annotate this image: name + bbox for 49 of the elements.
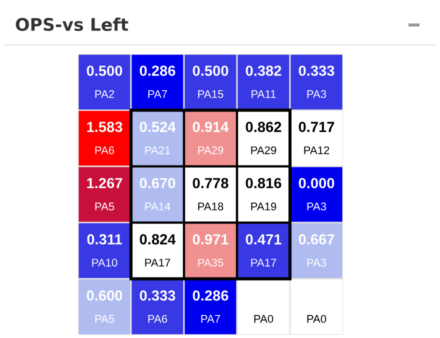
data-label: 0.862 <box>246 122 282 132</box>
data-label: 0.286 <box>192 290 228 301</box>
annotation: PA7 <box>148 90 168 98</box>
annotation: PA7 <box>201 315 220 323</box>
annotation: PA29 <box>198 146 224 154</box>
data-label: 0.524 <box>140 122 176 132</box>
data-label: 0.600 <box>86 290 122 301</box>
annotation: PA0 <box>307 314 326 323</box>
annotation: PA19 <box>251 202 276 210</box>
annotation: PA2 <box>95 90 114 98</box>
chart-title: OPS-vs Left <box>16 18 128 32</box>
data-label: 0.333 <box>140 290 176 301</box>
annotation: PA17 <box>145 258 170 266</box>
annotation: PA21 <box>145 146 170 154</box>
annotation: PA17 <box>251 258 276 266</box>
annotation: PA0 <box>254 314 274 323</box>
annotation: PA29 <box>251 146 276 154</box>
annotation: PA18 <box>198 202 224 210</box>
data-label: 0.667 <box>298 234 334 244</box>
data-label: 0.500 <box>192 66 228 76</box>
data-label: 0.333 <box>298 66 334 76</box>
annotation: PA3 <box>307 258 326 267</box>
annotation: PA5 <box>95 202 114 210</box>
data-label: 0.471 <box>246 234 282 244</box>
annotation: PA5 <box>95 315 114 323</box>
data-label: 0.286 <box>140 66 176 76</box>
data-label: 1.267 <box>87 178 122 188</box>
data-label: 0.914 <box>192 122 229 132</box>
data-label: 0.971 <box>192 234 228 244</box>
annotation: PA15 <box>198 90 224 98</box>
data-label: 0.000 <box>298 178 334 188</box>
annotation: PA12 <box>304 146 330 154</box>
data-label: 0.824 <box>140 234 176 244</box>
annotation: PA35 <box>198 258 224 267</box>
data-label: 1.583 <box>87 122 122 132</box>
annotation: PA6 <box>148 314 168 323</box>
data-label: 0.311 <box>87 234 122 245</box>
annotation: PA6 <box>95 146 114 154</box>
data-label: 0.500 <box>86 66 122 76</box>
data-label: 0.778 <box>192 178 228 188</box>
annotation: PA11 <box>252 90 276 98</box>
annotation: PA3 <box>307 202 326 210</box>
annotation: PA3 <box>307 90 326 98</box>
data-label: 0.816 <box>246 178 282 188</box>
data-label: 0.717 <box>298 122 334 132</box>
annotation: PA10 <box>92 258 118 267</box>
annotation: PA14 <box>145 202 170 210</box>
data-label: 0.382 <box>246 66 282 76</box>
data-label: 0.670 <box>140 178 176 188</box>
